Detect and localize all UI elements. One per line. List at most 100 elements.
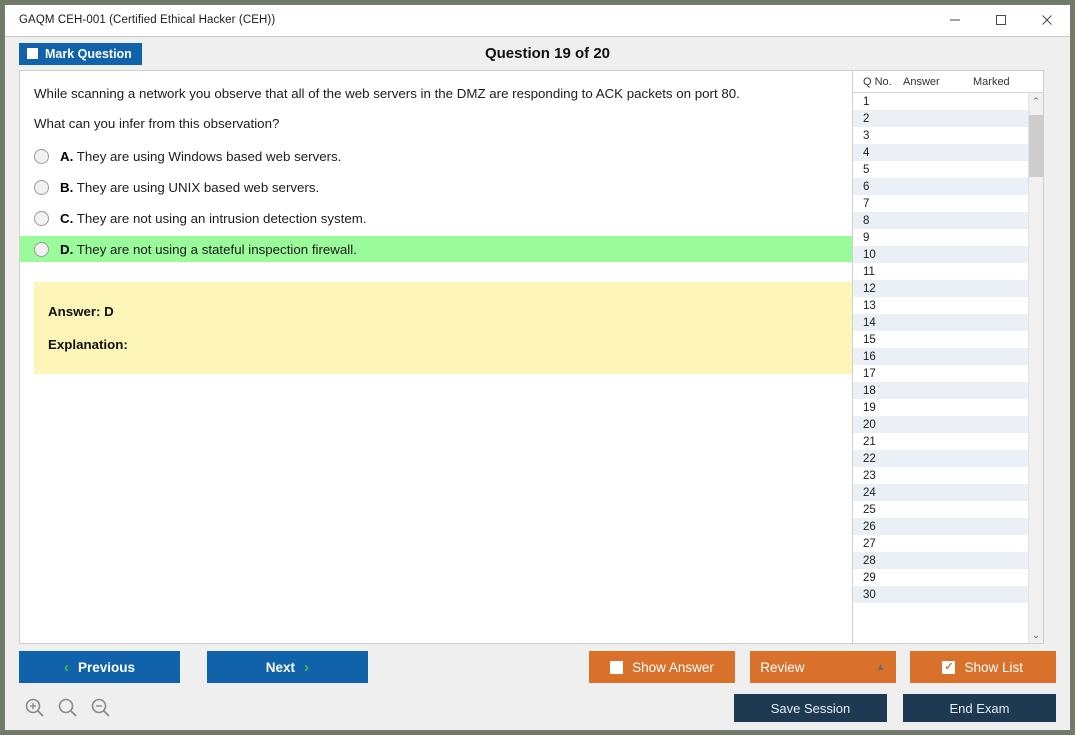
scroll-up-arrow-icon[interactable]: ⌃ (1032, 95, 1040, 106)
question-list-row[interactable]: 30 (853, 586, 1028, 603)
question-list-row[interactable]: 22 (853, 450, 1028, 467)
question-list-cell-qno: 1 (863, 95, 870, 108)
scrollbar-track[interactable] (1029, 109, 1044, 627)
radio-icon-c[interactable] (34, 210, 49, 226)
question-list-row[interactable]: 20 (853, 416, 1028, 433)
review-dropdown[interactable]: Review ▲ (750, 651, 896, 683)
question-list-cell-qno: 19 (863, 401, 876, 414)
zoom-out-icon[interactable] (89, 696, 113, 720)
question-list-cell-qno: 5 (863, 163, 870, 176)
question-list-cell-qno: 14 (863, 316, 876, 329)
question-list-scrollbar[interactable]: ⌃ ⌄ (1028, 93, 1044, 643)
question-list-cell-qno: 9 (863, 231, 870, 244)
option-label-d: D. They are not using a stateful inspect… (60, 242, 357, 257)
question-list-cell-qno: 11 (863, 265, 875, 278)
scrollbar-thumb[interactable] (1029, 115, 1044, 177)
end-exam-button[interactable]: End Exam (903, 694, 1056, 722)
maximize-icon[interactable] (978, 5, 1024, 36)
zoom-reset-icon[interactable] (56, 696, 80, 720)
question-stem: While scanning a network you observe tha… (20, 71, 852, 134)
question-list-row[interactable]: 1 (853, 93, 1028, 110)
save-session-button[interactable]: Save Session (734, 694, 887, 722)
radio-icon-d[interactable] (34, 241, 49, 257)
option-row-c[interactable]: C. They are not using an intrusion detec… (20, 205, 852, 231)
question-list-cell-qno: 10 (863, 248, 876, 261)
show-answer-checkbox-icon[interactable] (610, 660, 624, 674)
question-list-row[interactable]: 29 (853, 569, 1028, 586)
column-header-answer: Answer (903, 75, 940, 88)
question-list-cell-qno: 24 (863, 486, 876, 499)
mark-question-checkbox-icon[interactable] (27, 48, 38, 59)
show-answer-button[interactable]: Show Answer (588, 651, 736, 683)
question-list-cell-qno: 25 (863, 503, 876, 516)
show-list-label: Show List (964, 659, 1024, 675)
question-list-cell-qno: 18 (863, 384, 876, 397)
option-text-b: They are using UNIX based web servers. (76, 179, 320, 195)
question-list-row[interactable]: 3 (853, 127, 1028, 144)
option-letter-d: D. (60, 241, 74, 257)
question-list-row[interactable]: 17 (853, 365, 1028, 382)
option-row-d[interactable]: D. They are not using a stateful inspect… (20, 236, 852, 263)
option-letter-b: B. (60, 179, 74, 195)
show-list-checkbox-icon[interactable]: ✓ (942, 660, 956, 674)
explanation-line: Explanation: (48, 337, 128, 353)
question-list-row[interactable]: 24 (853, 484, 1028, 501)
client-area: Mark Question Question 19 of 20 While sc… (5, 36, 1070, 730)
question-list-row[interactable]: 18 (853, 382, 1028, 399)
question-list-row[interactable]: 15 (853, 331, 1028, 348)
question-list-row[interactable]: 23 (853, 467, 1028, 484)
question-list-row[interactable]: 4 (853, 144, 1028, 161)
header-row: Mark Question Question 19 of 20 (5, 37, 1070, 70)
chevron-right-icon: › (303, 658, 309, 676)
zoom-in-icon[interactable] (23, 696, 47, 720)
question-list-cell-qno: 12 (863, 282, 876, 295)
option-row-b[interactable]: B. They are using UNIX based web servers… (20, 174, 852, 200)
question-list-cell-qno: 28 (863, 554, 876, 567)
scroll-down-arrow-icon[interactable]: ⌄ (1032, 629, 1040, 640)
option-label-a: A. They are using Windows based web serv… (60, 149, 341, 164)
question-list-pane: Q No. Answer Marked 1 2 3 4 5 6 7 8 9 10 11 12 13 14 1… (852, 70, 1044, 644)
question-list-row[interactable]: 25 (853, 501, 1028, 518)
next-button[interactable]: Next › (206, 651, 368, 683)
question-list-row[interactable]: 12 (853, 280, 1028, 297)
question-list-row[interactable]: 7 (853, 195, 1028, 212)
question-list-row[interactable]: 27 (853, 535, 1028, 552)
question-list-row[interactable]: 5 (853, 161, 1028, 178)
question-stem-line-2: What can you infer from this observation… (34, 115, 280, 131)
question-list-cell-qno: 26 (863, 520, 876, 533)
question-list-cell-qno: 6 (863, 180, 870, 193)
show-list-button[interactable]: ✓ Show List (909, 651, 1056, 683)
previous-button-label: Previous (77, 659, 135, 675)
question-list-row[interactable]: 26 (853, 518, 1028, 535)
question-stem-line-1: While scanning a network you observe tha… (34, 86, 740, 101)
previous-button[interactable]: ‹ Previous (19, 651, 180, 683)
answer-line: Answer: D (48, 304, 114, 320)
radio-icon-a[interactable] (34, 148, 49, 164)
close-icon[interactable] (1024, 5, 1070, 36)
question-list-rows[interactable]: 1 2 3 4 5 6 7 8 9 10 11 12 13 14 15 16 17 18 19 20 21 22 23 24 2… (853, 93, 1028, 643)
footer-primary-row: ‹ Previous Next › Show Answer Review ▲ ✓ (19, 644, 1056, 683)
question-list-cell-qno: 2 (863, 112, 870, 125)
mark-question-button[interactable]: Mark Question (19, 42, 142, 65)
question-list-cell-qno: 8 (863, 214, 870, 227)
option-row-a[interactable]: A. They are using Windows based web serv… (20, 143, 852, 169)
question-list-row[interactable]: 6 (853, 178, 1028, 195)
question-list-row[interactable]: 14 (853, 314, 1028, 331)
question-list-row[interactable]: 10 (853, 246, 1028, 263)
option-text-c: They are not using an intrusion detectio… (76, 210, 367, 226)
minimize-icon[interactable] (932, 5, 978, 36)
option-text-a: They are using Windows based web servers… (76, 148, 342, 164)
radio-icon-b[interactable] (34, 179, 49, 195)
question-counter: Question 19 of 20 (484, 45, 611, 62)
question-list-row[interactable]: 28 (853, 552, 1028, 569)
question-list-row[interactable]: 11 (853, 263, 1028, 280)
question-list-row[interactable]: 16 (853, 348, 1028, 365)
question-list-row[interactable]: 13 (853, 297, 1028, 314)
question-list-row[interactable]: 8 (853, 212, 1028, 229)
question-list-row[interactable]: 2 (853, 110, 1028, 127)
question-list-cell-qno: 17 (863, 367, 876, 380)
question-list-row[interactable]: 9 (853, 229, 1028, 246)
question-list-row[interactable]: 21 (853, 433, 1028, 450)
zoom-tools (19, 696, 113, 720)
question-list-row[interactable]: 19 (853, 399, 1028, 416)
